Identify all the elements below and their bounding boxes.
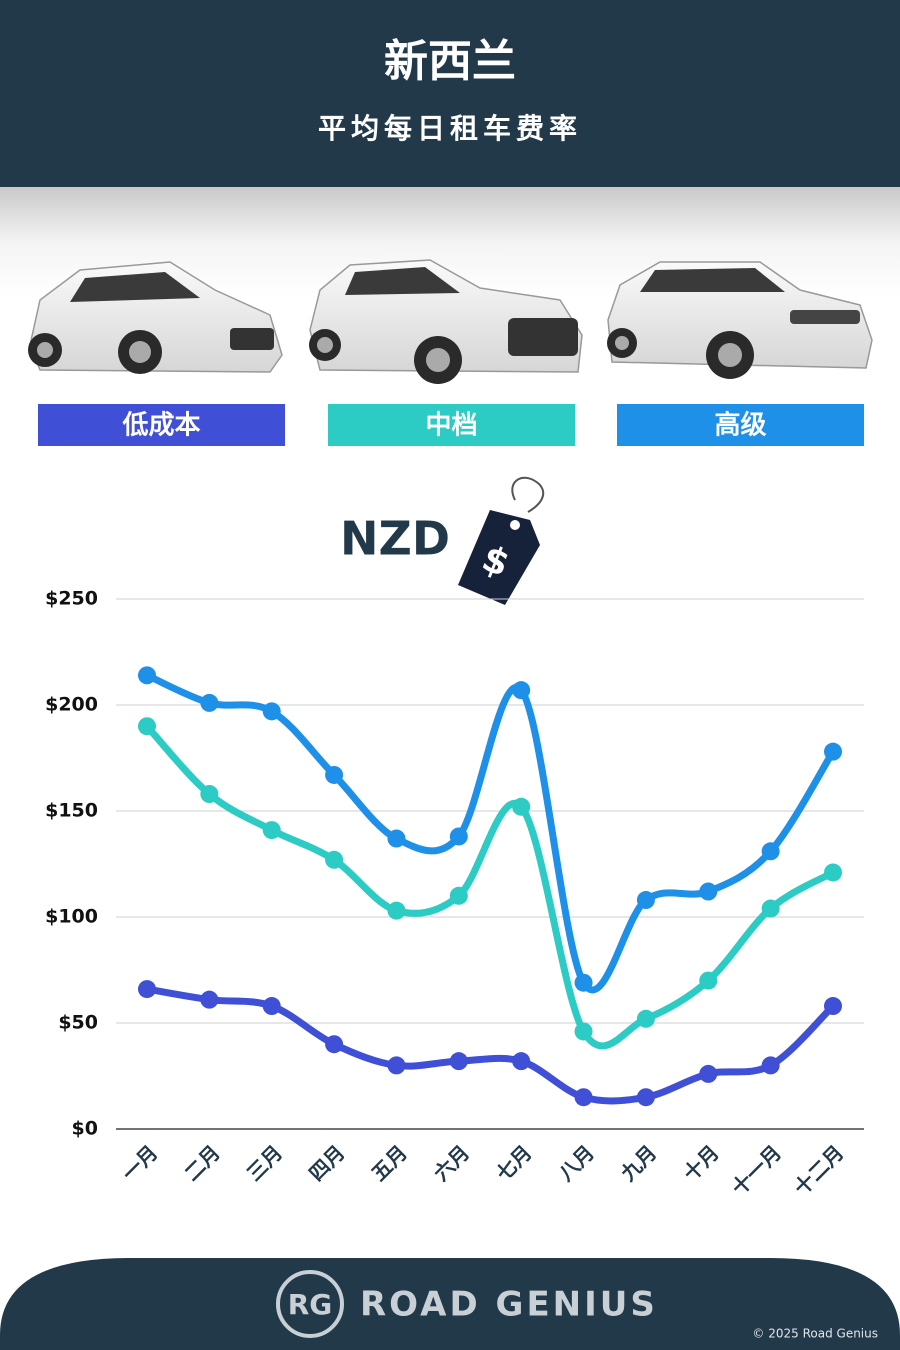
x-tick-label: 七月 xyxy=(491,1140,536,1185)
series-line xyxy=(143,722,837,1050)
data-point xyxy=(449,827,468,846)
x-tick-label: 九月 xyxy=(615,1140,661,1186)
y-tick-label: $200 xyxy=(45,694,98,716)
data-point xyxy=(200,990,219,1009)
data-point xyxy=(636,1088,655,1107)
data-point xyxy=(761,1056,780,1075)
legend-swatch xyxy=(617,404,864,446)
data-point xyxy=(325,1035,344,1054)
car-premium xyxy=(607,261,873,379)
logo-ring xyxy=(276,1270,344,1338)
data-point xyxy=(512,797,531,816)
logo: RG xyxy=(288,1288,333,1321)
data-point xyxy=(574,1022,593,1041)
y-tick-label: $0 xyxy=(72,1118,98,1140)
car-economy xyxy=(28,261,283,374)
legend-label: 中档 xyxy=(425,411,477,441)
brand: ROAD GENIUS xyxy=(360,1285,658,1325)
x-tick-label: 二月 xyxy=(180,1140,225,1185)
subtitle: 平均每日租车费率 xyxy=(318,112,582,145)
y-tick-label: $150 xyxy=(45,800,98,822)
currency-label: NZD xyxy=(340,512,450,566)
x-tick-label: 八月 xyxy=(554,1140,599,1185)
data-point xyxy=(449,1052,468,1071)
footer-background xyxy=(0,1258,900,1350)
data-point xyxy=(699,1064,718,1083)
x-tick-label: 五月 xyxy=(367,1140,412,1185)
x-tick-label: 一月 xyxy=(117,1140,162,1185)
data-point xyxy=(512,681,531,700)
data-point xyxy=(138,666,156,685)
title: 新西兰 xyxy=(384,36,516,87)
x-tick-label: 十一月 xyxy=(727,1140,786,1199)
data-point xyxy=(824,997,842,1016)
data-point xyxy=(574,973,593,992)
data-point xyxy=(387,1056,406,1075)
legend: 低成本 中档 高级 xyxy=(38,404,864,446)
data-point xyxy=(262,702,281,721)
data-point xyxy=(824,863,842,882)
series-line xyxy=(143,985,837,1105)
data-point xyxy=(512,1052,531,1071)
data-point xyxy=(387,829,406,848)
plot: $0$50$100$150$200$250一月 二月 三月 四月 五月 六月 七月 八月 九月十… xyxy=(45,588,864,1200)
data-point xyxy=(325,765,344,784)
data-point xyxy=(138,980,156,999)
x-tick-label: 十二月 xyxy=(789,1140,848,1199)
data-point xyxy=(200,785,219,804)
data-point xyxy=(387,901,406,920)
data-point xyxy=(200,693,219,712)
data-point xyxy=(262,821,281,840)
data-point xyxy=(699,882,718,901)
copyright: © 2025 Road Genius xyxy=(752,1327,878,1341)
data-point xyxy=(699,971,718,990)
legend-swatch xyxy=(38,404,285,446)
car-midrange xyxy=(309,259,583,384)
data-point xyxy=(138,717,156,736)
data-point xyxy=(325,850,344,869)
data-point xyxy=(761,899,780,918)
x-tick-label: 十月 xyxy=(678,1140,723,1185)
legend-label: 低成本 xyxy=(121,411,200,441)
legend-swatch xyxy=(328,404,575,446)
header-background xyxy=(0,0,900,187)
y-tick-label: $50 xyxy=(58,1012,98,1034)
y-tick-label: $100 xyxy=(45,906,98,928)
data-point xyxy=(636,891,655,910)
data-point xyxy=(636,1009,655,1028)
x-tick-label: 四月 xyxy=(304,1140,349,1185)
price-tag xyxy=(458,476,545,605)
y-tick-label: $250 xyxy=(45,588,98,610)
data-point xyxy=(761,842,780,861)
x-tick-label: 三月 xyxy=(242,1140,287,1185)
x-tick-label: 六月 xyxy=(429,1140,474,1185)
data-point xyxy=(262,997,281,1016)
data-point xyxy=(574,1088,593,1107)
data-point xyxy=(824,742,842,761)
data-point xyxy=(449,886,468,905)
legend-label: 高级 xyxy=(714,410,766,441)
